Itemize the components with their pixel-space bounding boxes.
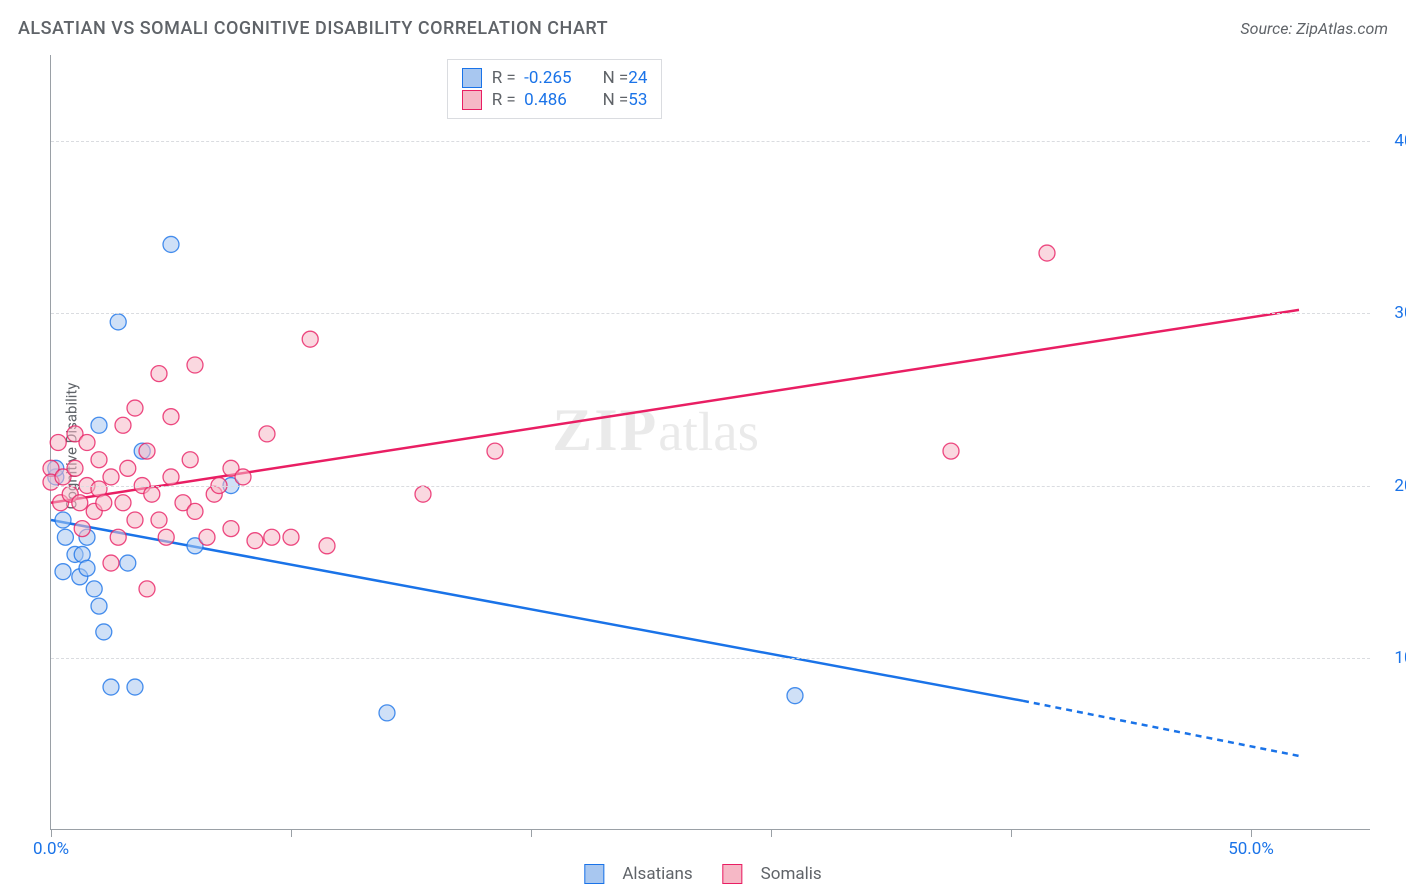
y-tick-label: 30.0% — [1380, 303, 1406, 323]
data-point — [103, 555, 119, 571]
data-point — [415, 486, 431, 502]
chart-title: ALSATIAN VS SOMALI COGNITIVE DISABILITY … — [18, 18, 608, 39]
data-point — [115, 495, 131, 511]
stats-legend-row: R = 0.486 N = 53 — [462, 90, 648, 110]
data-point — [96, 624, 112, 640]
data-point — [163, 469, 179, 485]
x-tick — [1251, 829, 1252, 837]
scatter-points-layer — [51, 55, 1370, 829]
data-point — [120, 460, 136, 476]
x-tick — [771, 829, 772, 837]
data-point — [67, 460, 83, 476]
legend-swatch — [462, 90, 482, 110]
data-point — [247, 533, 263, 549]
data-point — [283, 529, 299, 545]
data-point — [91, 452, 107, 468]
data-point — [163, 236, 179, 252]
data-point — [110, 529, 126, 545]
data-point — [787, 688, 803, 704]
legend-item: Somalis — [723, 864, 822, 884]
legend-label: Alsatians — [622, 864, 692, 884]
data-point — [158, 529, 174, 545]
grid-line — [51, 486, 1370, 487]
data-point — [110, 314, 126, 330]
data-point — [151, 366, 167, 382]
scatter-plot-area: ZIPatlas R = -0.265 N = 24R = 0.486 N = … — [50, 55, 1370, 830]
data-point — [139, 581, 155, 597]
n-value: 24 — [628, 68, 647, 88]
data-point — [144, 486, 160, 502]
data-point — [55, 512, 71, 528]
y-tick-label: 20.0% — [1380, 476, 1406, 496]
legend-swatch — [723, 864, 743, 884]
data-point — [235, 469, 251, 485]
data-point — [86, 581, 102, 597]
data-point — [79, 560, 95, 576]
data-point — [223, 521, 239, 537]
data-point — [79, 435, 95, 451]
grid-line — [51, 141, 1370, 142]
data-point — [187, 503, 203, 519]
data-point — [74, 521, 90, 537]
data-point — [379, 705, 395, 721]
data-point — [55, 564, 71, 580]
grid-line — [51, 313, 1370, 314]
x-tick-label: 50.0% — [1228, 839, 1274, 859]
data-point — [1039, 245, 1055, 261]
n-value: 53 — [628, 90, 647, 110]
data-point — [151, 512, 167, 528]
n-label: N = — [594, 68, 628, 88]
series-legend: Alsatians Somalis — [584, 864, 821, 884]
data-point — [103, 469, 119, 485]
data-point — [187, 357, 203, 373]
data-point — [103, 679, 119, 695]
legend-swatch — [584, 864, 604, 884]
data-point — [139, 443, 155, 459]
stats-legend: R = -0.265 N = 24R = 0.486 N = 53 — [447, 59, 663, 119]
data-point — [96, 495, 112, 511]
data-point — [487, 443, 503, 459]
data-point — [127, 679, 143, 695]
data-point — [943, 443, 959, 459]
data-point — [50, 435, 66, 451]
data-point — [127, 400, 143, 416]
x-tick — [51, 829, 52, 837]
x-tick — [1011, 829, 1012, 837]
legend-label: Somalis — [761, 864, 822, 884]
x-tick — [291, 829, 292, 837]
r-value: -0.265 — [524, 68, 594, 88]
r-value: 0.486 — [524, 90, 594, 110]
grid-line — [51, 658, 1370, 659]
x-tick — [531, 829, 532, 837]
stats-legend-row: R = -0.265 N = 24 — [462, 68, 648, 88]
data-point — [115, 417, 131, 433]
source-label: Source: ZipAtlas.com — [1240, 19, 1388, 38]
data-point — [182, 452, 198, 468]
data-point — [91, 598, 107, 614]
data-point — [163, 409, 179, 425]
data-point — [259, 426, 275, 442]
data-point — [57, 529, 73, 545]
r-label: R = — [492, 68, 524, 88]
legend-item: Alsatians — [584, 864, 692, 884]
n-label: N = — [594, 90, 628, 110]
y-tick-label: 10.0% — [1380, 648, 1406, 668]
r-label: R = — [492, 90, 524, 110]
data-point — [264, 529, 280, 545]
data-point — [120, 555, 136, 571]
data-point — [199, 529, 215, 545]
data-point — [72, 495, 88, 511]
x-tick-label: 0.0% — [33, 839, 69, 859]
data-point — [302, 331, 318, 347]
y-tick-label: 40.0% — [1380, 131, 1406, 151]
data-point — [319, 538, 335, 554]
data-point — [127, 512, 143, 528]
data-point — [91, 417, 107, 433]
legend-swatch — [462, 68, 482, 88]
